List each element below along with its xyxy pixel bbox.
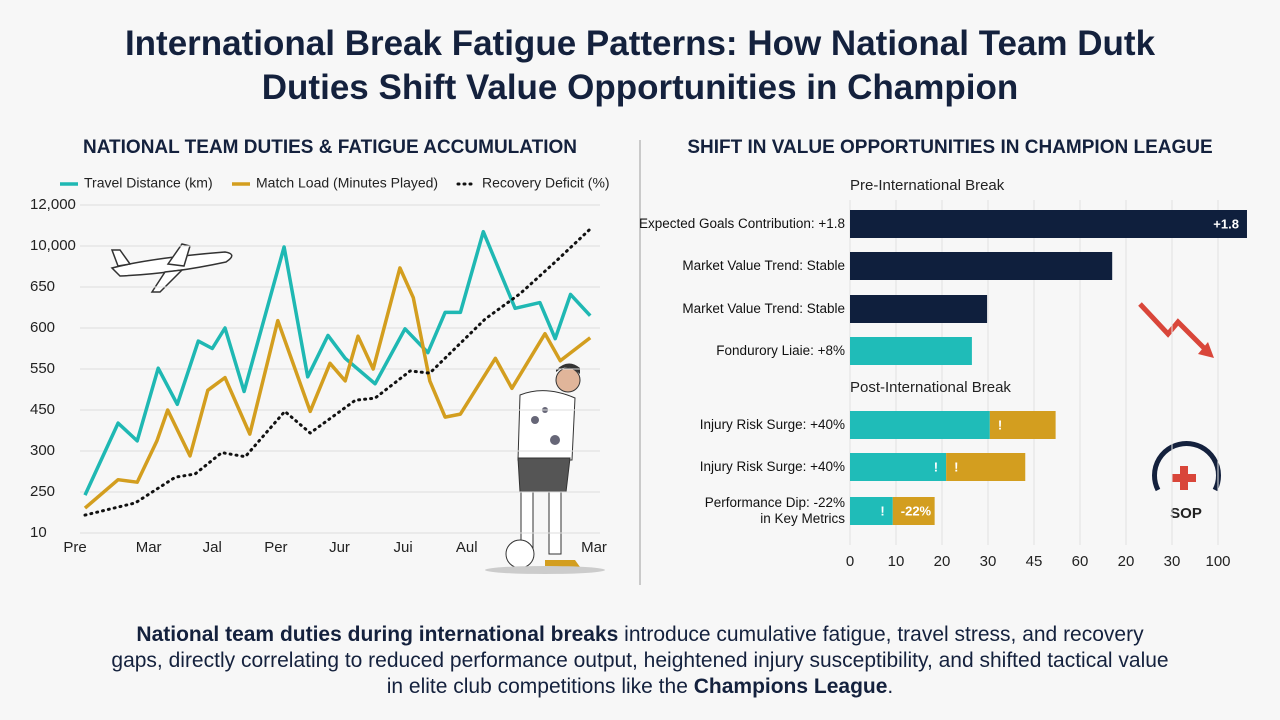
down-arrow [1138, 302, 1208, 352]
group-title: Post-International Break [850, 379, 1011, 396]
value-label: ! [954, 459, 958, 474]
x-tick-label: Aul [456, 539, 478, 556]
bar [850, 411, 990, 439]
bar [989, 411, 1056, 439]
category-label: Market Value Trend: Stable [682, 301, 845, 316]
legend-label: Recovery Deficit (%) [482, 175, 610, 191]
value-label: -22% [901, 503, 932, 518]
x-tick-label: 60 [1072, 553, 1089, 570]
category-label: Fondurory Liaie: +8% [716, 343, 845, 358]
value-label: +1.8 [1213, 216, 1239, 231]
medical-icon: SOP [1152, 440, 1221, 522]
x-tick-label: 0 [846, 553, 854, 570]
category-label: Market Value Trend: Stable [682, 258, 845, 273]
bar [850, 252, 1113, 280]
x-tick-label: 30 [1164, 553, 1181, 570]
value-label: ! [880, 503, 884, 518]
x-tick-label: Mar [136, 539, 162, 556]
legend-label: Travel Distance (km) [84, 175, 213, 191]
bar [850, 295, 988, 323]
y-tick-label: 600 [30, 319, 55, 336]
y-tick-label: 550 [30, 360, 55, 377]
x-tick-label: Jal [203, 539, 222, 556]
footer-run: . [887, 675, 894, 698]
footer-run: National team duties during internationa… [136, 623, 619, 646]
category-label: Injury Risk Surge: +40% [699, 459, 845, 474]
series-line [83, 266, 592, 510]
footer-text: National team duties during internationa… [110, 622, 1170, 700]
x-tick-label: 100 [1205, 553, 1230, 570]
plane-icon [110, 243, 233, 293]
y-tick-label: 450 [30, 401, 55, 418]
y-tick-label: 650 [30, 278, 55, 295]
y-tick-label: 300 [30, 442, 55, 459]
category-label: Performance Dip: -22% in Key Metrics [704, 495, 845, 526]
y-tick-label: 10,000 [30, 237, 76, 254]
x-tick-label: 20 [934, 553, 951, 570]
down-arrow-head [1198, 342, 1214, 358]
bar [850, 497, 893, 525]
group-title: Pre-International Break [850, 177, 1005, 194]
bar [850, 210, 1247, 238]
y-tick-label: 250 [30, 483, 55, 500]
category-label: Injury Risk Surge: +40% [699, 417, 845, 432]
footer-run: Champions League [693, 675, 888, 698]
x-tick-label: Jui [394, 539, 413, 556]
x-tick-label: 20 [1118, 553, 1135, 570]
icon-label: SOP [1170, 505, 1202, 522]
page-title: International Break Fatigue Patterns: Ho… [124, 24, 1156, 107]
x-tick-label: Pre [63, 539, 86, 556]
value-label: ! [998, 417, 1002, 432]
y-tick-label: 10 [30, 524, 47, 541]
x-tick-label: 30 [980, 553, 997, 570]
series-line [83, 229, 592, 496]
bar [946, 453, 1026, 481]
footer-run: introduce cumulative fatigue, travel str… [111, 623, 1169, 698]
x-tick-label: Mar [581, 539, 607, 556]
chart-title: SHIFT IN VALUE OPPORTUNITIES IN CHAMPION… [687, 137, 1213, 158]
bar [850, 453, 947, 481]
player-illustration [485, 363, 605, 574]
bar [850, 337, 972, 365]
value-label: ! [934, 459, 938, 474]
chart-title: NATIONAL TEAM DUTIES & FATIGUE ACCUMULAT… [83, 137, 577, 158]
x-tick-label: Jur [329, 539, 350, 556]
category-label: Expected Goals Contribution: +1.8 [638, 216, 845, 231]
y-tick-label: 12,000 [30, 196, 76, 213]
bar [892, 497, 935, 525]
x-tick-label: Per [264, 539, 287, 556]
x-tick-label: 10 [888, 553, 905, 570]
series-line [83, 227, 592, 517]
legend-label: Match Load (Minutes Played) [256, 175, 438, 191]
x-tick-label: 45 [1026, 553, 1043, 570]
